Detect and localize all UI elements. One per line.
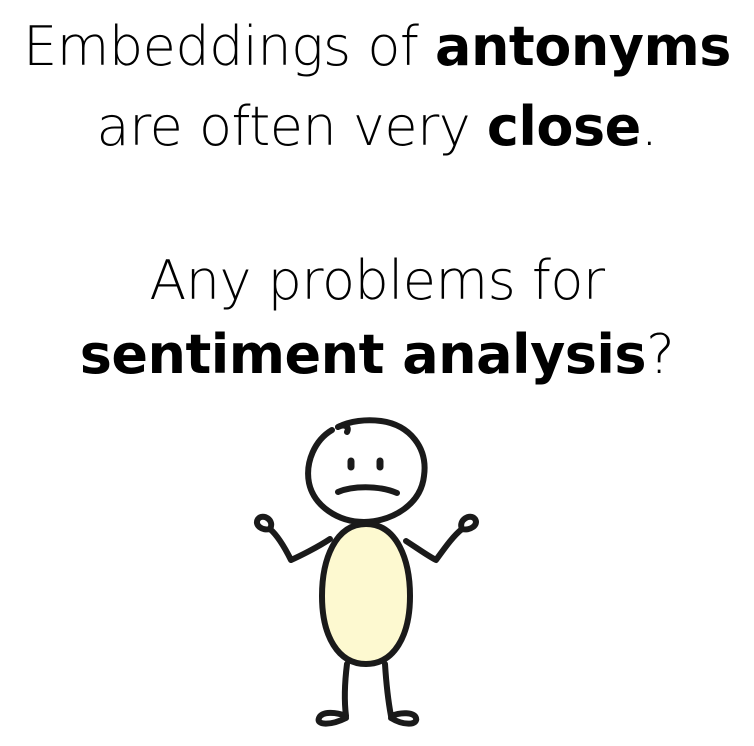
emphasis-sentiment-analysis: sentiment analysis xyxy=(79,323,647,386)
heading-text: Embeddings of xyxy=(23,15,436,78)
question-line-1: Any problems for xyxy=(0,248,754,314)
figure-body xyxy=(318,520,414,668)
heading-line-2: are often very close. xyxy=(0,94,754,160)
heading-text: are often very xyxy=(96,95,487,158)
right-hand xyxy=(458,513,479,533)
left-foot xyxy=(315,709,349,727)
frown-mouth xyxy=(335,484,400,496)
question-line-2: sentiment analysis? xyxy=(0,322,754,388)
right-arm xyxy=(403,526,465,563)
left-arm xyxy=(267,526,333,563)
hair-curl xyxy=(335,422,351,435)
left-hand xyxy=(254,513,275,533)
head xyxy=(305,417,428,525)
left-leg xyxy=(341,661,350,719)
question-mark: ? xyxy=(646,323,675,386)
right-leg xyxy=(382,661,394,719)
question-text: Any problems for xyxy=(149,249,605,312)
heading-period: . xyxy=(640,95,658,158)
heading-line-1: Embeddings of antonyms xyxy=(0,14,754,80)
emphasis-antonyms: antonyms xyxy=(435,15,731,78)
emphasis-close: close xyxy=(486,95,641,158)
right-foot xyxy=(388,710,420,727)
